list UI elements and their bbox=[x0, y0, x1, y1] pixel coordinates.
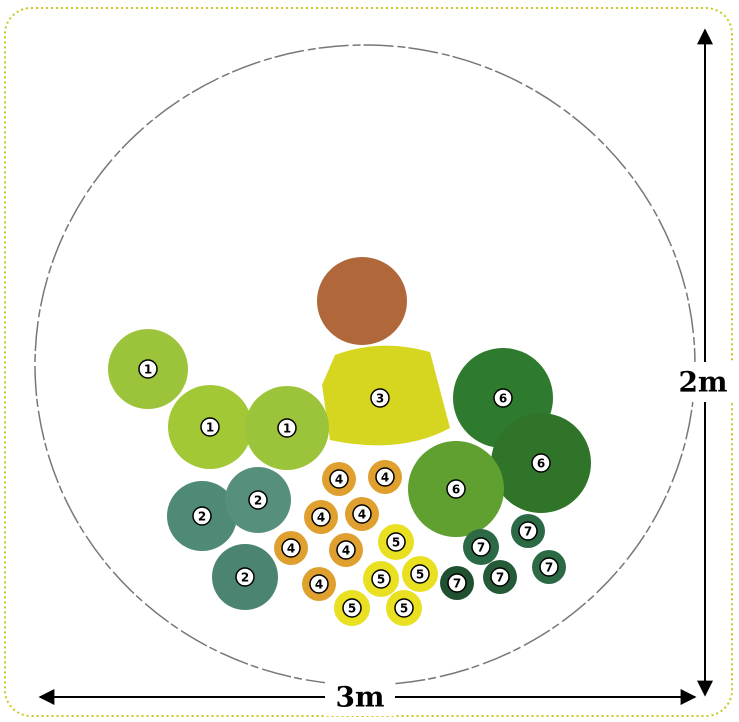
height-label: 2m bbox=[678, 366, 727, 399]
badge-circle bbox=[410, 564, 430, 584]
frame bbox=[4, 7, 733, 717]
badge-circle bbox=[342, 598, 362, 618]
badge-circle bbox=[386, 532, 406, 552]
badge-circle bbox=[371, 569, 391, 589]
plant-label: 4 bbox=[335, 473, 343, 487]
badge-circle bbox=[311, 507, 331, 527]
plant-label: 7 bbox=[453, 577, 461, 591]
label-bg bbox=[325, 680, 395, 716]
plant-label: 7 bbox=[545, 561, 553, 575]
badge-circle bbox=[446, 479, 466, 499]
plant-label: 4 bbox=[287, 542, 295, 556]
plant-label: 4 bbox=[317, 511, 325, 525]
plant-label: 4 bbox=[315, 578, 323, 592]
badge-circle bbox=[352, 504, 372, 524]
badge-circle bbox=[493, 388, 513, 408]
badge-circle bbox=[200, 417, 220, 437]
badge-circle bbox=[309, 574, 329, 594]
plant-label: 5 bbox=[377, 573, 385, 587]
plant-label: 5 bbox=[416, 568, 424, 582]
badge-circle bbox=[281, 538, 301, 558]
plant-label: 2 bbox=[254, 494, 262, 508]
badge-circle bbox=[192, 506, 212, 526]
plant-label: 1 bbox=[283, 422, 291, 436]
plant-label: 4 bbox=[342, 544, 350, 558]
plant-label: 7 bbox=[524, 525, 532, 539]
plant-label: 4 bbox=[358, 508, 366, 522]
badge-circle bbox=[277, 418, 297, 438]
badge-circle bbox=[138, 359, 158, 379]
badge-circle bbox=[531, 453, 551, 473]
badge-circle bbox=[248, 490, 268, 510]
badge-circle bbox=[329, 469, 349, 489]
plant-label: 5 bbox=[348, 602, 356, 616]
plant-unlabeled bbox=[317, 257, 407, 345]
badge-circle bbox=[518, 521, 538, 541]
width-label: 3m bbox=[335, 681, 384, 714]
badge-circle bbox=[336, 540, 356, 560]
label-bg bbox=[672, 362, 734, 402]
plant-label: 2 bbox=[198, 510, 206, 524]
badge-circle bbox=[375, 467, 395, 487]
plant-label: 5 bbox=[392, 536, 400, 550]
plant-label: 6 bbox=[537, 457, 545, 471]
plant-label: 5 bbox=[400, 602, 408, 616]
plant-label: 6 bbox=[499, 392, 507, 406]
plant-label: 7 bbox=[477, 541, 485, 555]
badge-circle bbox=[370, 388, 390, 408]
badge-circle bbox=[539, 557, 559, 577]
plant-label: 3 bbox=[376, 392, 384, 406]
badge-circle bbox=[394, 598, 414, 618]
badge-circle bbox=[490, 567, 510, 587]
plant-label: 4 bbox=[381, 471, 389, 485]
badge-circle bbox=[471, 537, 491, 557]
badge-circle bbox=[235, 567, 255, 587]
plant-label: 2 bbox=[241, 571, 249, 585]
plant-label: 1 bbox=[144, 363, 152, 377]
plant-label: 6 bbox=[452, 483, 460, 497]
badge-circle bbox=[447, 573, 467, 593]
plant-label: 7 bbox=[496, 571, 504, 585]
plant-label: 1 bbox=[206, 421, 214, 435]
